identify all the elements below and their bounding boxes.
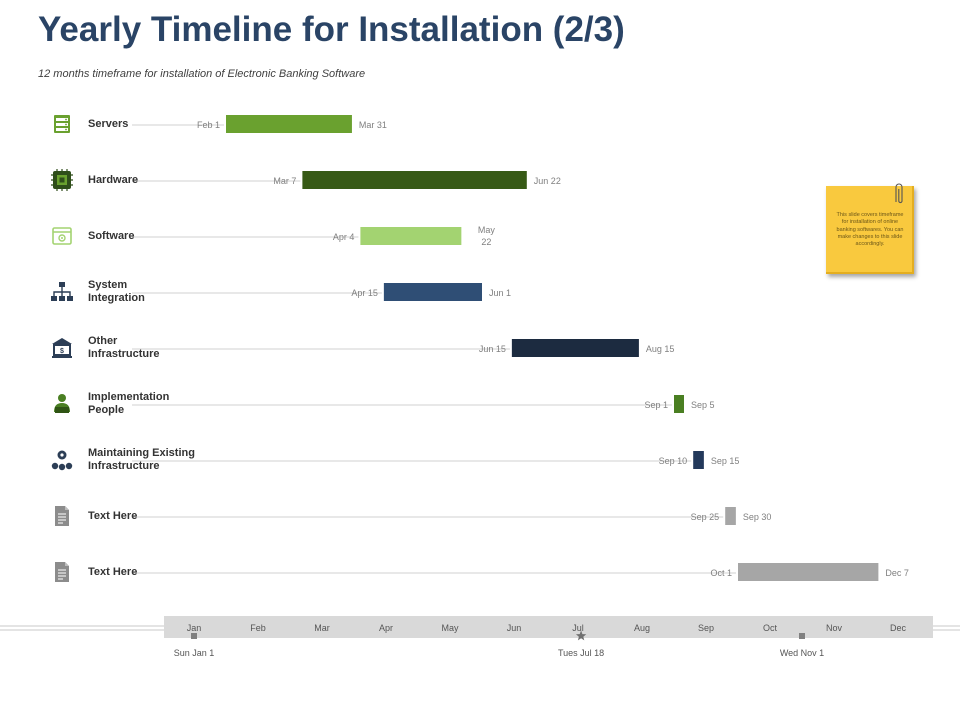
document-icon <box>50 560 74 584</box>
milestone-square-marker <box>799 633 805 639</box>
timeline-band <box>164 616 933 638</box>
task-label: System Integration <box>88 279 145 304</box>
milestone-label: Wed Nov 1 <box>780 648 824 658</box>
network-icon <box>50 280 74 304</box>
task-bar <box>383 283 482 301</box>
task-label: Other Infrastructure <box>88 335 160 360</box>
month-tick-label: May <box>441 623 459 633</box>
task-label: Text Here <box>88 510 138 522</box>
task-label: Software <box>88 230 135 242</box>
task-bar <box>693 451 704 469</box>
month-tick-label: Jun <box>507 623 522 633</box>
task-bar <box>674 395 684 413</box>
task-bar <box>360 227 462 245</box>
task-start-label: Feb 1 <box>197 120 220 130</box>
task-start-label: Oct 1 <box>710 568 732 578</box>
task-start-label: Jun 15 <box>479 344 506 354</box>
task-end-label: Aug 15 <box>646 344 675 354</box>
page-title: Yearly Timeline for Installation (2/3) <box>38 10 625 49</box>
month-tick-label: Feb <box>250 623 266 633</box>
month-tick-label: Nov <box>826 623 843 633</box>
chip-icon <box>50 168 74 192</box>
month-tick-label: Dec <box>890 623 907 633</box>
sticky-note-text: This slide covers timeframe for installa… <box>836 212 904 248</box>
task-end-label: Sep 5 <box>691 400 715 410</box>
task-end-label: Sep 30 <box>743 512 772 522</box>
task-start-label: Sep 25 <box>691 512 720 522</box>
task-bar <box>226 115 352 133</box>
document-icon <box>50 504 74 528</box>
server-icon <box>50 112 74 136</box>
task-label: Servers <box>88 118 129 130</box>
sticky-note: This slide covers timeframe for installa… <box>826 183 914 274</box>
task-bar <box>738 563 879 581</box>
month-tick-label: Sep <box>698 623 714 633</box>
task-end-label: 22 <box>481 237 491 247</box>
gear-hierarchy-icon <box>50 448 74 472</box>
task-end-label: May <box>478 225 496 235</box>
task-label: Text Here <box>88 566 138 578</box>
month-tick-label: Oct <box>763 623 778 633</box>
task-end-label: Jun 1 <box>489 288 511 298</box>
task-label: Hardware <box>88 174 139 186</box>
task-end-label: Mar 31 <box>359 120 387 130</box>
milestone-star-marker <box>575 630 587 641</box>
task-start-label: Apr 15 <box>351 288 378 298</box>
milestone-label: Sun Jan 1 <box>174 648 215 658</box>
month-tick-label: Jul <box>572 623 584 633</box>
milestone-label: Tues Jul 18 <box>558 648 604 658</box>
month-tick-label: Jan <box>187 623 202 633</box>
paperclip-icon <box>895 183 903 204</box>
task-start-label: Apr 4 <box>333 232 355 242</box>
task-bar <box>511 339 639 357</box>
task-start-label: Sep 1 <box>644 400 668 410</box>
software-window-icon <box>50 224 74 248</box>
month-tick-label: Aug <box>634 623 650 633</box>
person-laptop-icon <box>50 392 74 416</box>
task-end-label: Sep 15 <box>711 456 740 466</box>
task-end-label: Dec 7 <box>885 568 909 578</box>
task-start-label: Mar 7 <box>273 176 296 186</box>
task-bar <box>302 171 527 189</box>
month-tick-label: Mar <box>314 623 330 633</box>
task-end-label: Jun 22 <box>534 176 561 186</box>
task-start-label: Sep 10 <box>659 456 688 466</box>
task-label: Maintaining Existing Infrastructure <box>88 447 195 472</box>
page-subtitle: 12 months timeframe for installation of … <box>38 68 366 80</box>
milestone-square-marker <box>191 633 197 639</box>
bank-building-icon: $ <box>50 336 74 360</box>
month-tick-label: Apr <box>379 623 393 633</box>
task-bar <box>725 507 736 525</box>
task-label: Implementation People <box>88 391 170 416</box>
svg-text:$: $ <box>60 348 64 355</box>
